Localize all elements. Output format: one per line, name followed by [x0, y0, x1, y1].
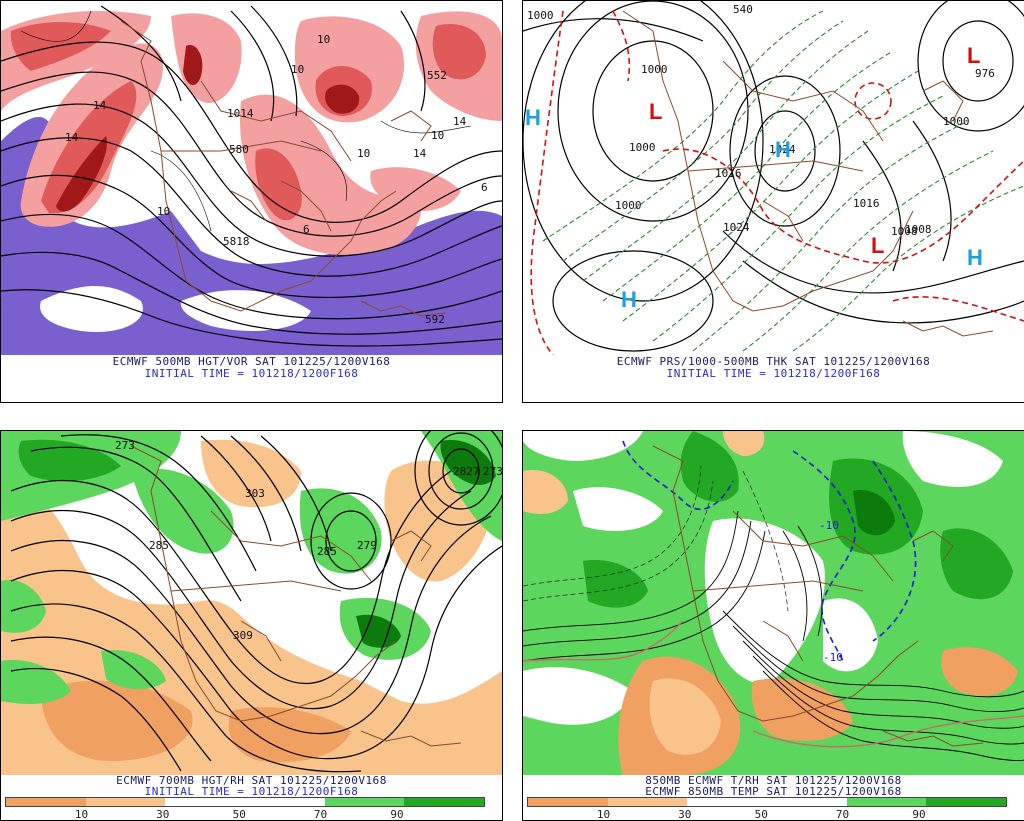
high-center: H	[621, 287, 637, 312]
contour-label: 14	[413, 147, 427, 160]
isobar-label: 1024	[769, 143, 796, 156]
isobar-label: 540	[733, 3, 753, 16]
coastlines	[622, 10, 994, 337]
caption-title: ECMWF 500MB HGT/VOR SAT 101225/1200V168	[112, 355, 391, 368]
isobar-label: 1000	[641, 63, 668, 76]
contour-label: 10	[357, 147, 370, 160]
colorbar-tick: 70	[835, 808, 850, 821]
map-700mb: 273 303 285 309 285 279 2827 273	[1, 431, 502, 775]
colorbar-tick: 30	[156, 808, 170, 821]
colorbar-ticks: 10 30 50 70 90	[5, 808, 483, 820]
thickness-540-line	[530, 10, 1024, 355]
contour-label: 303	[245, 487, 265, 500]
contour-label: 14	[93, 99, 107, 112]
contour-label: 10	[291, 63, 304, 76]
contour-label: 5818	[223, 235, 250, 248]
low-center: L	[967, 43, 980, 68]
temperature-contours-dashed	[523, 465, 789, 612]
height-contours	[1, 5, 502, 347]
coastlines	[120, 20, 447, 317]
isotherm-zero	[523, 620, 1024, 748]
isobar-label: 1008	[891, 225, 918, 238]
caption-title: 850MB ECMWF T/RH SAT 101225/1200V168	[645, 774, 902, 787]
panel-850mb-t-rh: -10 -10 850MB ECMWF T/RH SAT 101225/1200…	[522, 430, 1024, 821]
caption-subtitle: ECMWF 850MB TEMP SAT 101225/1200V168	[645, 785, 902, 798]
contour-label: 6	[303, 223, 310, 236]
isotherm-minus10	[622, 440, 917, 662]
panel-prs-thickness: 1000 1000 1000 1000 1016 1024 1024 1016 …	[522, 0, 1024, 403]
colorbar-tick: 90	[912, 808, 926, 821]
map-prs-thk: 1000 1000 1000 1000 1016 1024 1024 1016 …	[523, 1, 1024, 355]
isobar-label: 1000	[943, 115, 970, 128]
isobar-label: 1000	[629, 141, 656, 154]
high-center: H	[967, 245, 983, 270]
coastlines	[130, 445, 462, 747]
colorbar-tick: 70	[313, 808, 328, 821]
caption-title: ECMWF 700MB HGT/RH SAT 101225/1200V168	[116, 774, 387, 787]
high-center: H	[775, 137, 791, 162]
contour-label: 273	[115, 439, 135, 452]
isobars	[523, 1, 1024, 352]
thickness-lines	[542, 10, 1024, 352]
contour-label: 14	[65, 131, 79, 144]
contour-label: 285	[317, 545, 337, 558]
colorbar-tick: 30	[678, 808, 692, 821]
contour-label: 10	[317, 33, 330, 46]
isobar-label: 1000	[527, 9, 554, 22]
caption-initial-time: INITIAL TIME = 101218/1200F168	[144, 367, 359, 380]
contour-label: 279	[357, 539, 377, 552]
contour-label: 285	[149, 539, 169, 552]
contour-label: 10	[157, 205, 170, 218]
isobar-label: 1016	[853, 197, 880, 210]
isobar-label: 1008	[905, 223, 932, 236]
contour-label: 14	[453, 115, 467, 128]
contour-label: 552	[427, 69, 447, 82]
contour-label: 592	[425, 313, 445, 326]
contour-label: 2827	[453, 465, 480, 478]
low-center: L	[649, 99, 662, 124]
rh-colorbar	[5, 797, 485, 807]
isobar-label: 1016	[715, 167, 742, 180]
contour-label: 10	[431, 129, 444, 142]
height-contours	[10, 431, 502, 773]
isotherm-label: -10	[819, 519, 839, 532]
pressure-centers: L L L H H H H	[525, 43, 983, 312]
colorbar-ticks: 10 30 50 70 90	[527, 808, 1005, 820]
temperature-contours	[523, 510, 1024, 761]
rh-colorbar	[527, 797, 1007, 807]
contour-label: 6	[481, 181, 488, 194]
map-850mb: -10 -10	[523, 431, 1024, 775]
contour-label: 580	[229, 143, 249, 156]
caption-initial-time: INITIAL TIME = 101218/1200F168	[144, 785, 359, 798]
contour-label: 309	[233, 629, 253, 642]
colorbar-tick: 50	[754, 808, 768, 821]
isobar-label: 1000	[615, 199, 642, 212]
contour-label: 1014	[227, 107, 254, 120]
isotherm-label: -10	[823, 651, 843, 664]
panel-700mb-hgt-rh: 273 303 285 309 285 279 2827 273 ECMWF 7…	[0, 430, 503, 821]
contour-label: 273	[483, 465, 502, 478]
colorbar-tick: 10	[596, 808, 611, 821]
colorbar-tick: 90	[390, 808, 404, 821]
panel-500mb-hgt-vor: 14 14 10 10 14 14 10 10 6 10 6 1014 580 …	[0, 0, 503, 403]
high-center: H	[525, 105, 541, 130]
coastlines	[652, 445, 984, 747]
map-500mb: 14 14 10 10 14 14 10 10 6 10 6 1014 580 …	[1, 1, 502, 355]
colorbar-tick: 50	[232, 808, 246, 821]
caption-title: ECMWF PRS/1000-500MB THK SAT 101225/1200…	[616, 355, 931, 368]
low-center: L	[871, 233, 884, 258]
isobar-label: 1024	[723, 221, 750, 234]
colorbar-tick: 10	[74, 808, 89, 821]
caption-initial-time: INITIAL TIME = 101218/1200F168	[666, 367, 881, 380]
isobar-label: 976	[975, 67, 995, 80]
